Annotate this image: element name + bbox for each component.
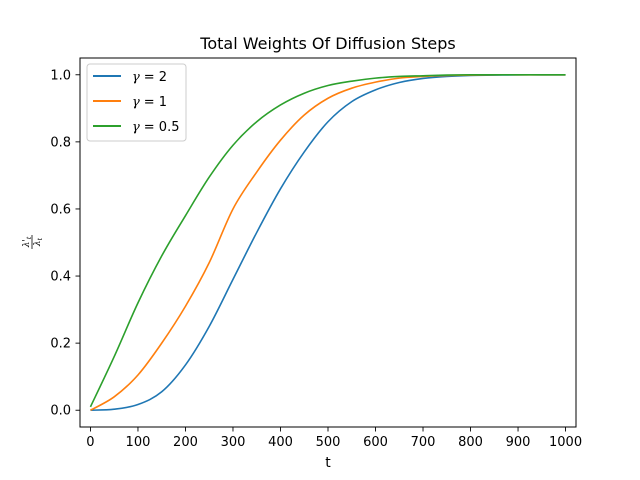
series-line-3 <box>89 73 566 408</box>
y-tick-label: 0.2 <box>50 337 71 352</box>
x-tick-label: 200 <box>173 435 198 450</box>
x-tick-label: 300 <box>221 435 246 450</box>
y-axis-label-denominator: λt <box>33 237 44 247</box>
x-axis-label: t <box>325 455 331 471</box>
y-tick-label: 0.6 <box>50 202 71 217</box>
x-tick-label: 0 <box>86 435 94 450</box>
legend-entry: γ = 1 <box>93 95 167 110</box>
y-tick-label: 0.8 <box>50 135 71 150</box>
x-tick-label: 400 <box>268 435 293 450</box>
x-tick-label: 500 <box>316 435 341 450</box>
y-tick-label: 0.0 <box>50 404 71 419</box>
y-tick-label: 1.0 <box>50 68 71 83</box>
legend-entry: γ = 2 <box>93 70 167 85</box>
legend-label: γ = 0.5 <box>132 120 179 135</box>
legend: γ = 2 γ = 1 γ = 0.5 <box>86 63 187 142</box>
legend-label: γ = 2 <box>132 70 167 85</box>
y-axis-label-numerator: λ't <box>22 236 33 248</box>
x-tick-label: 600 <box>363 435 388 450</box>
series-layer <box>89 73 566 412</box>
x-tick-label: 1000 <box>549 435 582 450</box>
y-axis-label: λ't λt <box>22 235 44 249</box>
x-axis-ticks: 0 100 200 300 400 500 600 700 800 900 1000 <box>86 427 582 450</box>
y-tick-label: 0.4 <box>50 270 71 285</box>
legend-box <box>86 63 187 142</box>
legend-label: γ = 1 <box>132 95 167 110</box>
x-tick-label: 800 <box>458 435 483 450</box>
legend-entry: γ = 0.5 <box>93 120 179 135</box>
x-tick-label: 900 <box>506 435 531 450</box>
x-tick-label: 100 <box>126 435 151 450</box>
y-axis-ticks: 0.0 0.2 0.4 0.6 0.8 1.0 <box>50 68 80 419</box>
x-tick-label: 700 <box>411 435 436 450</box>
chart-title: Total Weights Of Diffusion Steps <box>199 34 455 53</box>
